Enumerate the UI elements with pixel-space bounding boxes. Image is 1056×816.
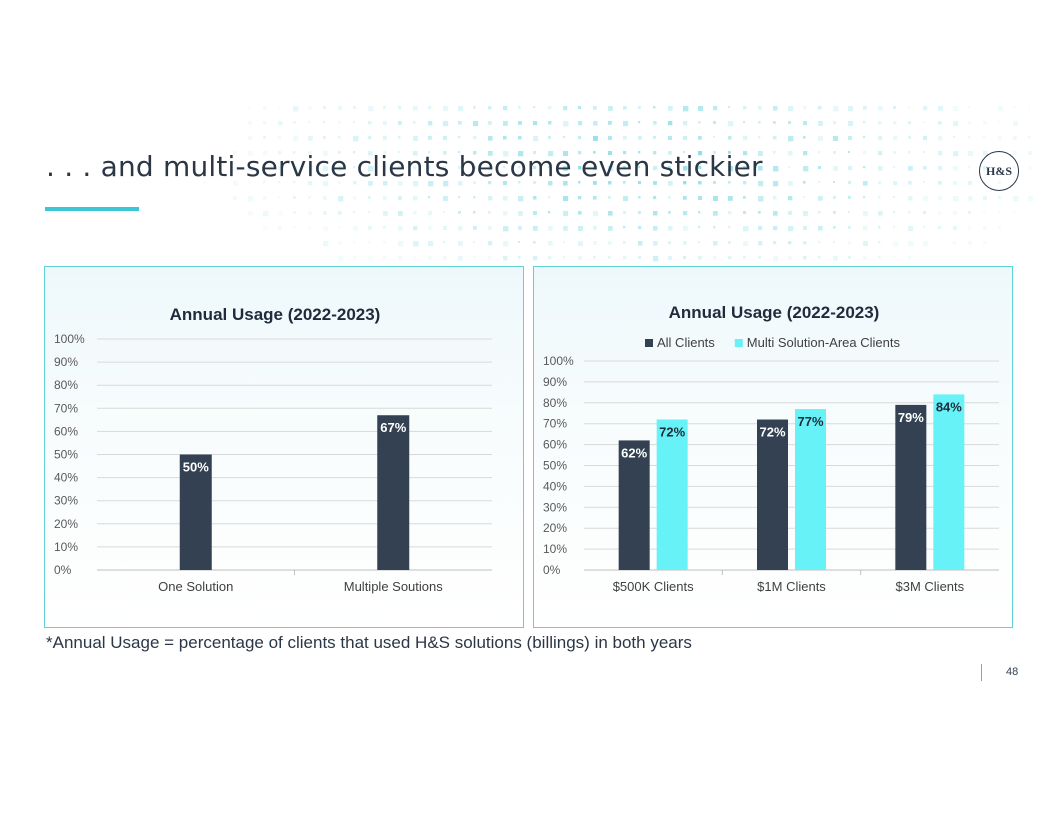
bar-dark <box>618 440 650 570</box>
page-number: 48 <box>1006 666 1019 678</box>
y-tick-label: 40% <box>543 479 567 493</box>
y-tick-label: 50% <box>54 448 78 462</box>
x-category-label: $500K Clients <box>613 579 694 594</box>
data-label: 84% <box>936 399 962 414</box>
y-tick-label: 80% <box>54 378 78 392</box>
x-category-label: $3M Clients <box>896 579 965 594</box>
chart-title: Annual Usage (2022-2023) <box>669 303 880 322</box>
y-tick-label: 40% <box>54 471 78 485</box>
annual-usage-chart-solutions: Annual Usage (2022-2023) 0% 10% 20% 30% 40% 50… <box>54 305 492 594</box>
y-tick-label: 90% <box>543 375 567 389</box>
y-tick-label: 90% <box>54 355 78 369</box>
data-label: 77% <box>797 414 823 429</box>
y-tick-label: 60% <box>543 438 567 452</box>
legend-label: Multi Solution-Area Clients <box>747 335 901 350</box>
data-label: 50% <box>183 460 209 475</box>
title-accent-bar <box>45 207 139 211</box>
decorative-dot-pattern <box>203 106 1034 306</box>
data-label: 79% <box>898 410 924 425</box>
bar-dark <box>377 415 410 570</box>
x-category-label: One Solution <box>158 579 233 594</box>
y-tick-label: 20% <box>543 521 567 535</box>
bar-dark <box>179 454 212 570</box>
y-tick-label: 50% <box>543 459 567 473</box>
y-tick-label: 30% <box>54 494 78 508</box>
y-tick-label: 0% <box>54 563 72 577</box>
bar-dark <box>757 419 788 570</box>
footnote: *Annual Usage = percentage of clients th… <box>46 633 692 652</box>
y-tick-label: 60% <box>54 424 78 438</box>
y-tick-label: 100% <box>543 354 574 368</box>
y-tick-label: 10% <box>54 540 78 554</box>
bar-light <box>795 409 826 570</box>
y-tick-label: 0% <box>543 563 561 577</box>
hs-logo: H&S <box>979 151 1019 191</box>
y-tick-label: 100% <box>54 332 85 346</box>
legend-swatch <box>734 339 743 347</box>
bar-light <box>656 419 688 570</box>
page-number-divider <box>981 664 982 681</box>
chart-title: Annual Usage (2022-2023) <box>170 305 381 324</box>
x-category-label: Multiple Soutions <box>344 579 443 594</box>
annual-usage-chart-client-size: Annual Usage (2022-2023) 0% 10% 20% 30% 40% 50… <box>543 303 999 594</box>
y-tick-label: 80% <box>543 396 567 410</box>
slide-title: . . . and multi-service clients become e… <box>46 150 763 183</box>
legend-swatch <box>645 339 653 347</box>
bar-light <box>933 394 965 570</box>
data-label: 62% <box>621 445 647 460</box>
y-tick-label: 10% <box>543 542 567 556</box>
y-tick-label: 30% <box>543 500 567 514</box>
y-tick-label: 20% <box>54 517 78 531</box>
y-tick-label: 70% <box>54 401 78 415</box>
data-label: 67% <box>380 420 406 435</box>
data-label: 72% <box>759 425 785 440</box>
chart-panel-single-vs-multiple: Annual Usage (2022-2023) 0% 10% 20% 30% 40% 50… <box>44 266 524 628</box>
x-category-label: $1M Clients <box>757 579 826 594</box>
chart-panel-client-size: Annual Usage (2022-2023) 0% 10% 20% 30% 40% 50… <box>533 266 1013 628</box>
y-tick-label: 70% <box>543 417 567 431</box>
data-label: 72% <box>659 425 685 440</box>
bar-dark <box>895 404 927 570</box>
legend-label: All Clients <box>657 335 715 350</box>
